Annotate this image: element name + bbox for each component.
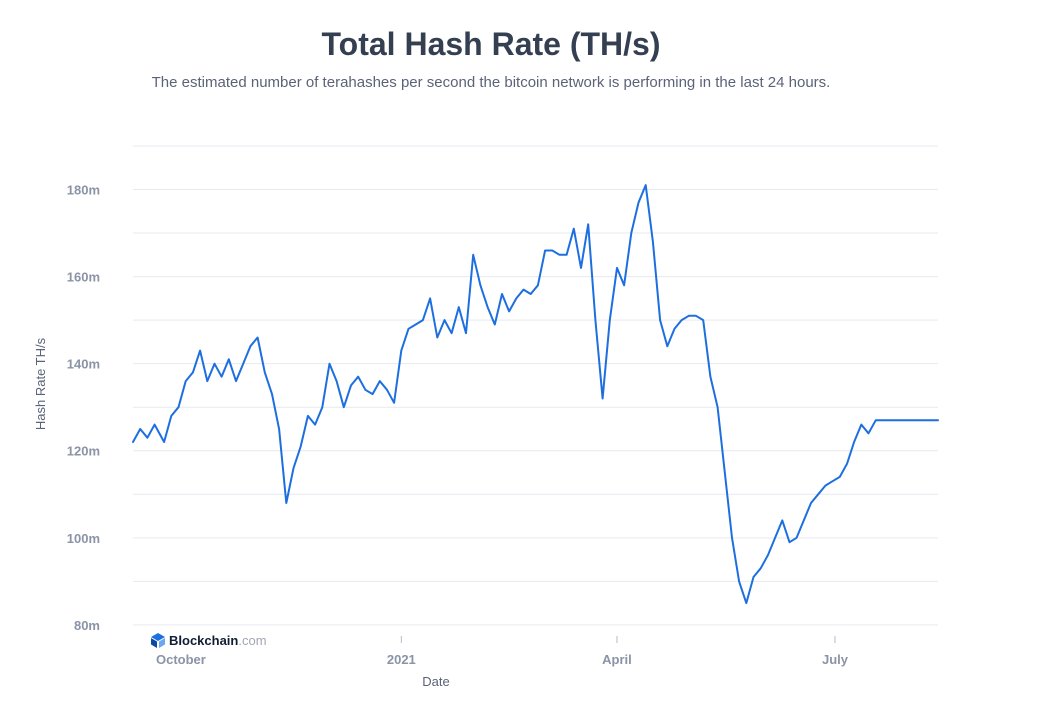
brand-name: Blockchain	[169, 633, 238, 648]
svg-text:Blockchain.com: Blockchain.com	[169, 633, 267, 648]
blockchain-cube-icon	[151, 633, 165, 648]
y-tick-label: 140m	[67, 357, 100, 372]
grid-lines	[133, 145, 938, 626]
x-tick-label: April	[602, 652, 632, 667]
x-axis-ticks: October 2021 April July	[156, 636, 849, 667]
y-tick-label: 120m	[67, 444, 100, 459]
x-axis-title: Date	[422, 674, 449, 689]
brand-logo[interactable]: Blockchain.com	[151, 633, 267, 648]
y-axis-ticks: 80m 100m 120m 140m 160m 180m	[67, 183, 100, 633]
y-tick-label: 160m	[67, 270, 100, 285]
x-tick-label: October	[156, 652, 206, 667]
brand-suffix: .com	[238, 633, 266, 648]
x-tick-label: July	[822, 652, 849, 667]
y-tick-label: 180m	[67, 183, 100, 198]
chart-title: Total Hash Rate (TH/s)	[321, 26, 661, 62]
x-tick-label: 2021	[387, 652, 416, 667]
y-axis-title: Hash Rate TH/s	[33, 337, 48, 430]
y-tick-label: 100m	[67, 531, 100, 546]
chart-subtitle: The estimated number of terahashes per s…	[151, 74, 831, 91]
hash-rate-line[interactable]	[132, 184, 939, 605]
y-tick-label: 80m	[74, 618, 100, 633]
